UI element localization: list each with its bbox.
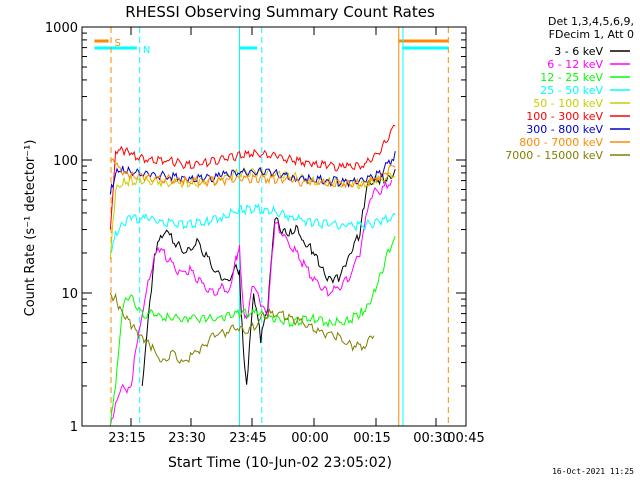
series-line-1 [109, 179, 393, 427]
legend-label-8: 7000 - 15000 keV [505, 149, 603, 162]
legend-label-5: 100 - 300 keV [526, 110, 603, 123]
x-tick-label-1: 23:30 [168, 431, 205, 446]
legend-header-1: Det 1,3,4,5,6,9, [548, 15, 634, 28]
x-tick-label-5: 00:30 [413, 431, 450, 446]
series-line-5 [109, 124, 396, 230]
series-7 [110, 157, 396, 189]
plot-area: SN [94, 27, 449, 427]
legend-label-2: 12 - 25 keV [540, 71, 603, 84]
chart-title: RHESSI Observing Summary Count Rates [125, 3, 435, 21]
series-line-8 [109, 292, 375, 364]
series-3 [110, 203, 396, 254]
series-line-7 [110, 157, 396, 189]
series-0 [141, 169, 396, 387]
series-line-3 [110, 203, 396, 254]
x-tick-label-4: 00:15 [353, 431, 390, 446]
x-tick-label-6: 00:45 [447, 431, 484, 446]
series-8 [109, 292, 375, 364]
x-tick-label-3: 00:00 [291, 431, 328, 446]
y-tick-label-0: 1 [70, 420, 78, 435]
y-tick-label-3: 1000 [45, 21, 78, 36]
legend-label-3: 25 - 50 keV [540, 84, 603, 97]
series-line-6 [109, 151, 396, 195]
y-tick-label-2: 100 [53, 154, 78, 169]
series-line-2 [109, 236, 396, 427]
series-line-0 [141, 169, 396, 387]
series-2 [109, 236, 396, 427]
series-5 [109, 124, 396, 230]
series-line-4 [109, 166, 396, 260]
legend-label-1: 6 - 12 keV [547, 58, 603, 71]
footer-timestamp: 16-Oct-2021 11:25 [552, 467, 634, 476]
legend-header-2: FDecim 1, Att 0 [549, 28, 634, 41]
flag-label-n: N [143, 45, 150, 56]
series-4 [109, 166, 396, 260]
legend-label-4: 50 - 100 keV [533, 97, 603, 110]
flag-label-s: S [115, 38, 121, 49]
plot-frame [81, 26, 467, 427]
legend-label-6: 300 - 800 keV [526, 123, 603, 136]
x-axis-label: Start Time (10-Jun-02 23:05:02) [168, 455, 392, 471]
x-tick-label-2: 23:45 [229, 431, 266, 446]
legend-label-7: 800 - 7000 keV [519, 136, 603, 149]
legend-label-0: 3 - 6 keV [554, 45, 603, 58]
series-1 [109, 179, 393, 427]
x-tick-label-0: 23:15 [108, 431, 145, 446]
series-6 [109, 151, 396, 195]
y-tick-label-1: 10 [61, 287, 78, 302]
y-axis-label: Count Rate (s⁻¹ detector⁻¹) [23, 140, 38, 317]
